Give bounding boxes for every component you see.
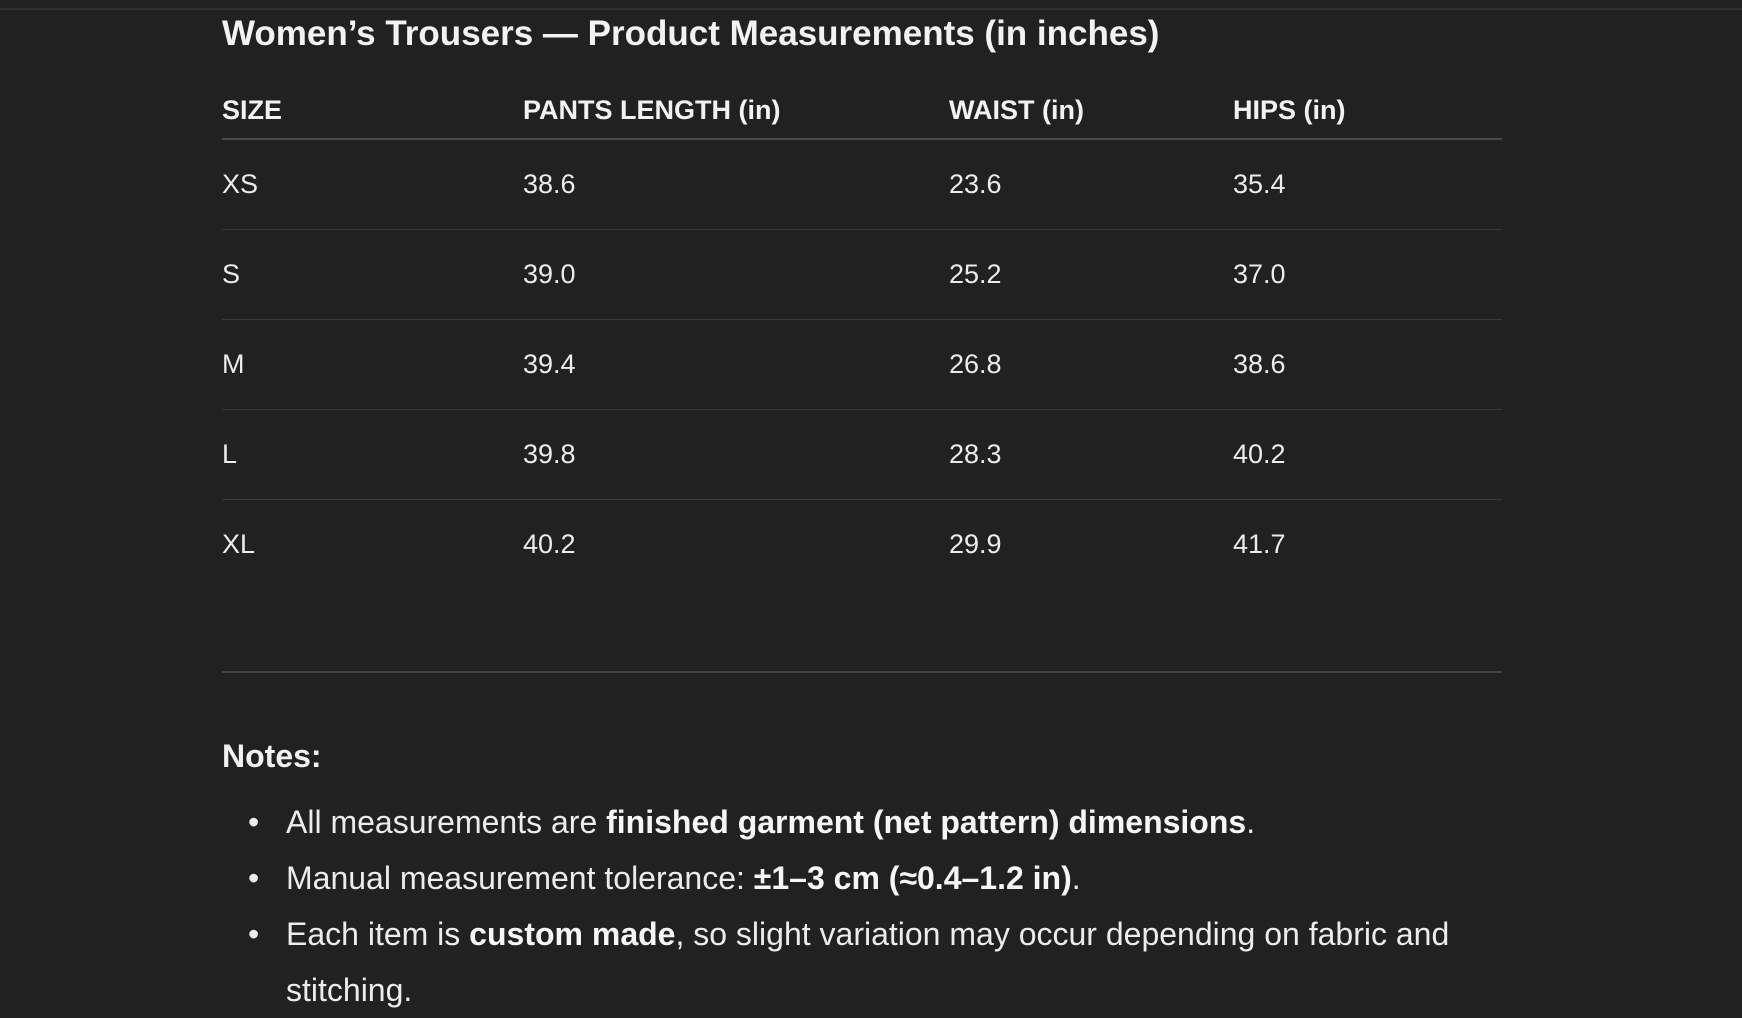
cell-hips: 38.6	[1233, 319, 1502, 410]
top-divider	[0, 8, 1742, 10]
notes-list: All measurements are finished garment (n…	[222, 794, 1516, 1018]
note-text: All measurements are	[286, 804, 607, 840]
cell-hips: 40.2	[1233, 409, 1502, 500]
note-text: , so slight variation may occur dependin…	[286, 916, 1450, 1008]
table-row: XS 38.6 23.6 35.4	[222, 139, 1502, 230]
table-header-row: SIZE PANTS LENGTH (in) WAIST (in) HIPS (…	[222, 82, 1502, 140]
cell-waist: 29.9	[949, 529, 1002, 559]
cell-size: XS	[222, 139, 523, 230]
cell-pants-length: 39.0	[523, 229, 949, 320]
cell-size: L	[222, 409, 523, 500]
table-row: L 39.8 28.3 40.2	[222, 409, 1502, 500]
cell-waist: 25.2	[949, 229, 1233, 320]
table-row: S 39.0 25.2 37.0	[222, 229, 1502, 320]
note-text: .	[1246, 804, 1256, 840]
cell-pants-length: 39.4	[523, 319, 949, 410]
note-text: Manual measurement tolerance:	[286, 860, 754, 896]
cell-hips: 35.4	[1233, 139, 1502, 230]
table-row: M 39.4 26.8 38.6	[222, 319, 1502, 410]
table-row: XL 40.2 29.9 41.7	[222, 500, 1502, 590]
cell-size: XL	[222, 529, 256, 559]
note-item: All measurements are finished garment (n…	[248, 794, 1516, 850]
cell-hips: 37.0	[1233, 229, 1502, 320]
cell-waist: 28.3	[949, 409, 1233, 500]
note-bold: ±1–3 cm (≈0.4–1.2 in)	[753, 860, 1072, 896]
header-pants-length: PANTS LENGTH (in)	[523, 82, 949, 140]
cell-pants-length: 38.6	[523, 139, 949, 230]
cell-waist: 23.6	[949, 139, 1233, 230]
note-text: Each item is	[286, 916, 470, 952]
cell-hips: 41.7	[1233, 529, 1286, 559]
note-bold: finished garment (net pattern) dimension…	[606, 804, 1247, 840]
cell-waist: 26.8	[949, 319, 1233, 410]
cell-pants-length: 39.8	[523, 409, 949, 500]
cell-size: S	[222, 229, 523, 320]
note-text: .	[1071, 860, 1081, 896]
note-item: Each item is custom made, so slight vari…	[248, 906, 1516, 1018]
note-bold: custom made	[469, 916, 676, 952]
header-waist: WAIST (in)	[949, 82, 1233, 140]
cell-size: M	[222, 319, 523, 410]
notes-title: Notes:	[222, 738, 322, 774]
header-size: SIZE	[222, 82, 523, 140]
measurements-table: SIZE PANTS LENGTH (in) WAIST (in) HIPS (…	[222, 82, 1502, 589]
header-hips: HIPS (in)	[1233, 82, 1502, 140]
note-item: Manual measurement tolerance: ±1–3 cm (≈…	[248, 850, 1516, 906]
page-title: Women’s Trousers — Product Measurements …	[222, 14, 1160, 53]
cell-pants-length: 40.2	[523, 529, 576, 559]
section-divider	[222, 671, 1502, 673]
